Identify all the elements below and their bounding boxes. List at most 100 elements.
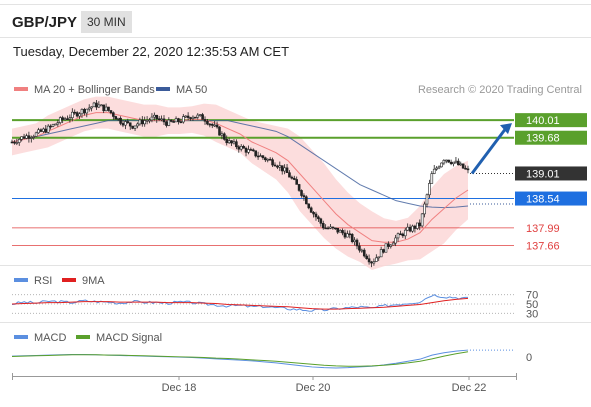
- price-panel: 140.01 139.68 138.54 137.99 137.66 139.01: [10, 96, 587, 271]
- level-label-139.68: 139.68: [526, 133, 560, 145]
- candle-body: [358, 245, 361, 251]
- candle-body: [331, 226, 335, 229]
- candle-body: [290, 176, 294, 179]
- candle-body: [244, 147, 248, 153]
- candle-body: [403, 229, 407, 237]
- candle-body: [140, 119, 144, 125]
- candle-body: [112, 112, 115, 117]
- candle-body: [155, 114, 159, 120]
- candle-body: [432, 168, 436, 174]
- rsi-level-label-50: 50: [526, 299, 538, 311]
- candle-body: [249, 149, 253, 151]
- timeframe-badge[interactable]: 30 MIN: [81, 11, 132, 33]
- candle-body: [138, 119, 142, 125]
- candle-body: [266, 158, 270, 161]
- copyright-text: Research © 2020 Trading Central: [418, 84, 582, 96]
- macd-signal-legend-swatch: [76, 335, 90, 339]
- candle-body: [203, 119, 207, 122]
- candle-body: [420, 213, 424, 227]
- bollinger-band: [12, 96, 468, 271]
- macd-signal-legend-label: MACD Signal: [96, 332, 162, 344]
- chart-header: GBP/JPY 30 MIN: [0, 4, 591, 38]
- candle-body: [25, 135, 28, 139]
- candle-body: [452, 161, 455, 165]
- x-axis: Dec 18 Dec 20 Dec 22: [12, 373, 517, 394]
- candle-body: [13, 141, 16, 144]
- candle-body: [346, 233, 349, 238]
- candle-body: [148, 119, 151, 122]
- ma50-legend-label: MA 50: [176, 84, 207, 96]
- candle-body: [126, 121, 130, 124]
- candle-body: [97, 104, 101, 108]
- candle-body: [295, 179, 298, 185]
- candle-body: [449, 161, 453, 165]
- candle-body: [372, 261, 376, 264]
- candle-body: [423, 203, 426, 215]
- candle-body: [34, 132, 38, 137]
- candle-body: [283, 167, 286, 172]
- candle-body: [379, 249, 383, 258]
- candle-body: [80, 109, 84, 115]
- candle-body: [116, 117, 120, 120]
- candle-body: [22, 136, 26, 139]
- candle-body: [162, 118, 166, 123]
- rsi-legend-swatch: [14, 278, 28, 282]
- current-price-label: 139.01: [526, 168, 560, 180]
- candle-body: [377, 256, 381, 259]
- candle-body: [259, 155, 262, 158]
- candle-body: [37, 129, 40, 134]
- candle-body: [184, 115, 188, 118]
- candle-body: [20, 136, 23, 140]
- candle-body: [61, 117, 64, 120]
- ma20-legend-swatch: [14, 87, 28, 91]
- level-label-138.54: 138.54: [526, 194, 560, 206]
- candle-body: [242, 146, 245, 149]
- candle-body: [237, 146, 241, 150]
- candle-body: [133, 125, 137, 129]
- candle-body: [329, 226, 332, 229]
- candle-body: [39, 129, 43, 132]
- candle-body: [225, 139, 229, 144]
- current-price-tag: [515, 166, 587, 181]
- level-label-140.01: 140.01: [526, 115, 560, 127]
- candle-body: [223, 133, 226, 140]
- candle-body: [413, 225, 417, 229]
- candle-body: [256, 155, 260, 158]
- level-tag-140.01: [515, 113, 587, 128]
- candle-body: [128, 122, 132, 127]
- candle-body: [314, 213, 318, 218]
- x-tick-label-0: Dec 18: [162, 382, 197, 394]
- candle-body: [131, 125, 134, 129]
- candle-body: [95, 102, 98, 108]
- level-label-137.99: 137.99: [526, 223, 560, 235]
- candle-body: [218, 126, 221, 136]
- candle-body: [83, 109, 86, 114]
- candle-body: [160, 118, 163, 121]
- candle-body: [408, 226, 412, 232]
- rsi-ma-line: [11, 297, 469, 310]
- candle-body: [235, 141, 238, 148]
- candle-body: [239, 146, 243, 150]
- candle-body: [51, 124, 55, 127]
- candle-body: [389, 244, 393, 247]
- candlesticks: [10, 99, 470, 268]
- candle-body: [324, 227, 327, 230]
- candle-body: [150, 116, 154, 121]
- candle-body: [58, 117, 62, 123]
- x-tick-label-2: Dec 22: [452, 382, 487, 394]
- candle-body: [42, 128, 45, 132]
- candle-body: [208, 123, 212, 126]
- candle-body: [44, 128, 48, 133]
- candle-body: [247, 149, 250, 153]
- candle-body: [425, 194, 429, 205]
- candle-body: [63, 118, 67, 121]
- candle-body: [182, 116, 185, 123]
- rsi-line: [11, 294, 469, 312]
- candle-body: [280, 165, 284, 172]
- level-tag-138.54: [515, 191, 587, 206]
- candle-body: [362, 249, 366, 257]
- candle-body: [285, 167, 289, 174]
